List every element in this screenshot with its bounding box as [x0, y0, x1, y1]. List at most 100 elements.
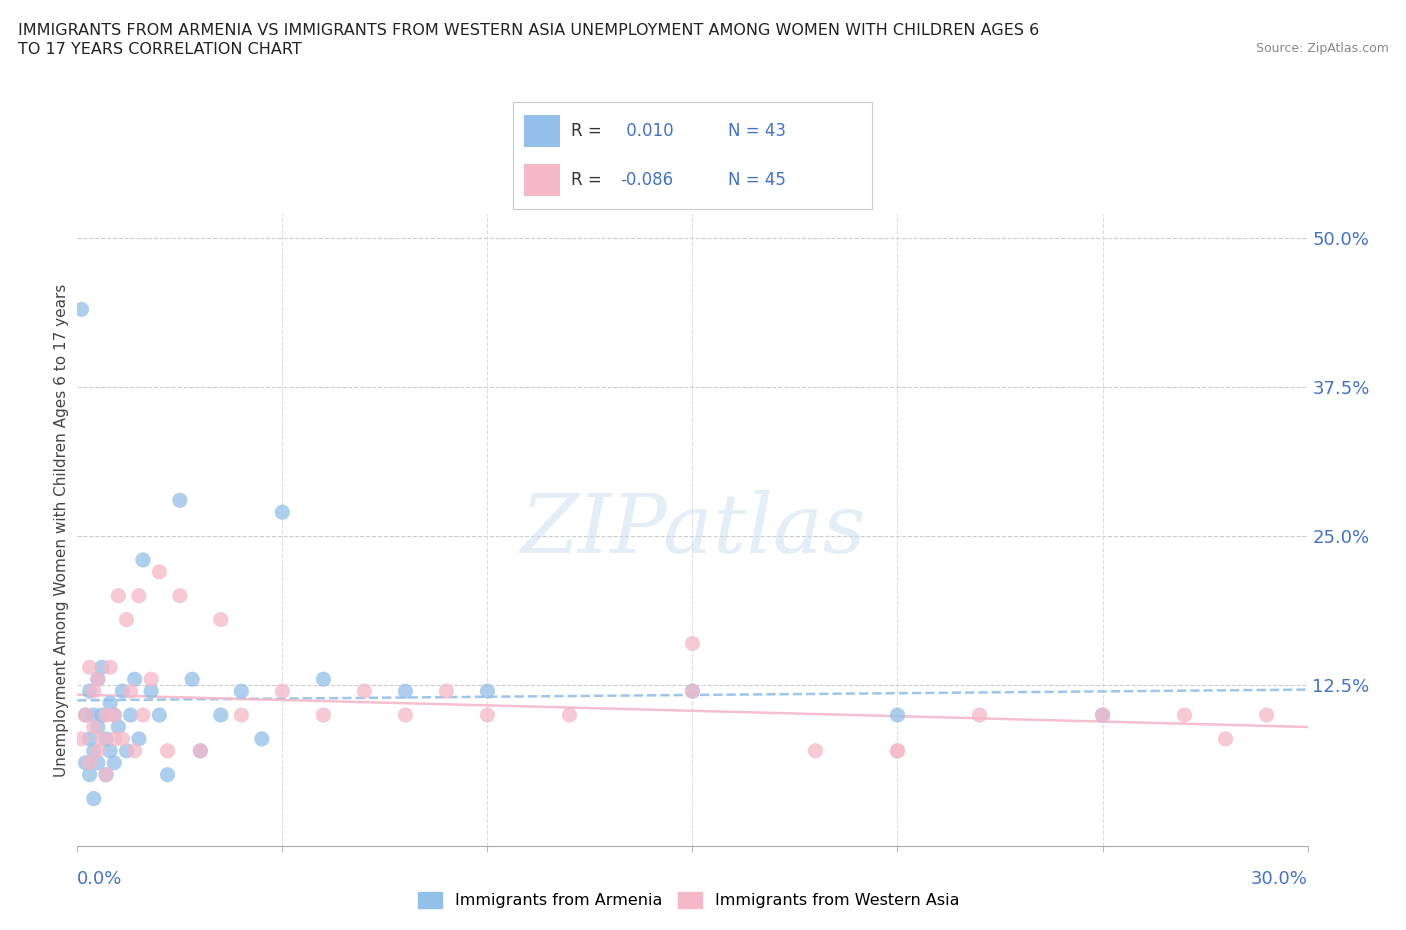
- Text: 30.0%: 30.0%: [1251, 870, 1308, 888]
- Point: [115, 612, 138, 627]
- Point: [231, 708, 253, 723]
- Point: [312, 708, 335, 723]
- Point: [107, 589, 129, 604]
- Point: [94, 708, 117, 723]
- Point: [209, 612, 232, 627]
- Point: [87, 671, 110, 686]
- Point: [169, 493, 191, 508]
- Point: [90, 660, 114, 675]
- Point: [188, 743, 212, 758]
- Point: [111, 684, 134, 698]
- Point: [394, 708, 416, 723]
- Point: [98, 743, 121, 758]
- Text: TO 17 YEARS CORRELATION CHART: TO 17 YEARS CORRELATION CHART: [18, 42, 302, 57]
- Y-axis label: Unemployment Among Women with Children Ages 6 to 17 years: Unemployment Among Women with Children A…: [53, 284, 69, 777]
- Point: [132, 708, 155, 723]
- Point: [353, 684, 375, 698]
- Point: [1174, 708, 1197, 723]
- Point: [94, 767, 117, 782]
- Point: [94, 767, 117, 782]
- Point: [107, 720, 129, 735]
- Point: [1091, 708, 1114, 723]
- Point: [804, 743, 827, 758]
- Point: [120, 708, 142, 723]
- Point: [70, 732, 93, 747]
- Text: N = 43: N = 43: [728, 122, 786, 140]
- Point: [886, 743, 908, 758]
- Point: [120, 684, 142, 698]
- Point: [83, 743, 105, 758]
- Point: [436, 684, 458, 698]
- Point: [148, 708, 170, 723]
- Point: [79, 755, 101, 770]
- Point: [181, 671, 204, 686]
- Point: [312, 671, 335, 686]
- Point: [70, 302, 93, 317]
- Point: [79, 684, 101, 698]
- Point: [231, 684, 253, 698]
- Point: [886, 743, 908, 758]
- Point: [682, 684, 704, 698]
- Point: [124, 743, 146, 758]
- Point: [477, 684, 499, 698]
- Point: [141, 684, 163, 698]
- Point: [94, 732, 117, 747]
- Point: [83, 720, 105, 735]
- Point: [115, 743, 138, 758]
- Text: 0.010: 0.010: [621, 122, 673, 140]
- Point: [969, 708, 991, 723]
- Point: [148, 565, 170, 579]
- Point: [103, 732, 125, 747]
- Text: 0.0%: 0.0%: [77, 870, 122, 888]
- Point: [128, 589, 150, 604]
- Text: N = 45: N = 45: [728, 171, 786, 190]
- Point: [75, 708, 97, 723]
- Point: [98, 696, 121, 711]
- Point: [75, 708, 97, 723]
- Point: [103, 755, 125, 770]
- Legend: Immigrants from Armenia, Immigrants from Western Asia: Immigrants from Armenia, Immigrants from…: [412, 885, 966, 914]
- Point: [87, 743, 110, 758]
- Point: [169, 589, 191, 604]
- Text: ZIPatlas: ZIPatlas: [520, 490, 865, 570]
- Point: [682, 684, 704, 698]
- Point: [83, 708, 105, 723]
- Point: [886, 708, 908, 723]
- Point: [132, 552, 155, 567]
- Point: [83, 684, 105, 698]
- Point: [271, 684, 294, 698]
- Point: [79, 660, 101, 675]
- Point: [558, 708, 581, 723]
- Point: [87, 720, 110, 735]
- Point: [111, 732, 134, 747]
- Text: Source: ZipAtlas.com: Source: ZipAtlas.com: [1256, 42, 1389, 55]
- Point: [87, 671, 110, 686]
- Text: -0.086: -0.086: [621, 171, 673, 190]
- Text: IMMIGRANTS FROM ARMENIA VS IMMIGRANTS FROM WESTERN ASIA UNEMPLOYMENT AMONG WOMEN: IMMIGRANTS FROM ARMENIA VS IMMIGRANTS FR…: [18, 23, 1039, 38]
- Point: [87, 755, 110, 770]
- Point: [477, 708, 499, 723]
- Point: [141, 671, 163, 686]
- Point: [128, 732, 150, 747]
- Point: [124, 671, 146, 686]
- Point: [83, 791, 105, 806]
- Point: [209, 708, 232, 723]
- Point: [156, 743, 179, 758]
- Point: [103, 708, 125, 723]
- Bar: [524, 165, 560, 196]
- Point: [1091, 708, 1114, 723]
- Point: [90, 732, 114, 747]
- Text: R =: R =: [571, 171, 606, 190]
- Point: [682, 636, 704, 651]
- Bar: [524, 115, 560, 147]
- Point: [75, 755, 97, 770]
- Point: [394, 684, 416, 698]
- Point: [103, 708, 125, 723]
- Point: [271, 505, 294, 520]
- Point: [1215, 732, 1237, 747]
- Point: [156, 767, 179, 782]
- Point: [90, 708, 114, 723]
- Point: [250, 732, 273, 747]
- Point: [98, 660, 121, 675]
- Point: [79, 767, 101, 782]
